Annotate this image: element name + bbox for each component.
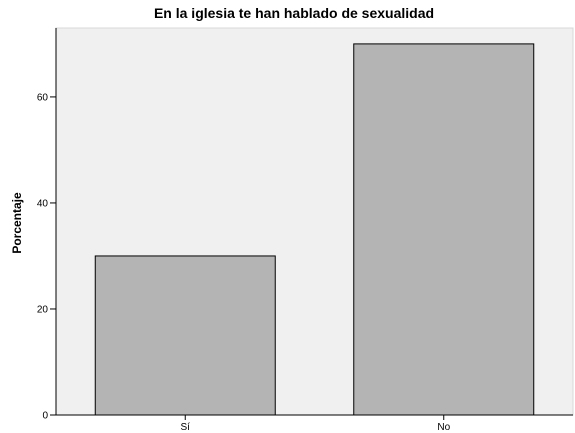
x-axis-ticks: Sí No [181,415,451,433]
y-tick-label: 60 [37,92,49,103]
chart-title: En la iglesia te han hablado de sexualid… [154,5,434,21]
bars-group [94,43,535,416]
y-axis-label: Porcentaje [10,192,24,254]
x-tick-label: Sí [181,422,191,433]
bar-2 [353,43,535,416]
y-axis-ticks: 0 20 40 60 [37,92,56,422]
y-tick-label: 40 [37,198,49,209]
bar-1 [94,255,276,416]
x-tick-label: No [437,422,450,433]
y-tick-label: 0 [42,411,48,422]
y-tick-label: 20 [37,304,49,315]
